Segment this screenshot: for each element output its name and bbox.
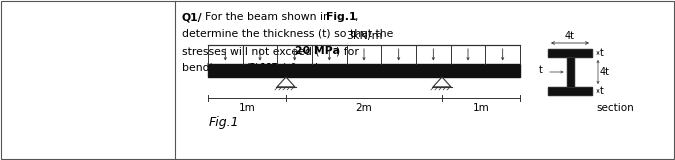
Text: 2m: 2m bbox=[356, 103, 373, 113]
Bar bbox=[208, 64, 520, 77]
Text: 2 MPa: 2 MPa bbox=[249, 63, 286, 73]
Text: 20 MPa: 20 MPa bbox=[295, 46, 340, 56]
Bar bbox=[548, 87, 592, 95]
Text: t: t bbox=[600, 86, 604, 96]
Text: ) for shear.: ) for shear. bbox=[283, 63, 342, 73]
Text: stresses will not exceed (: stresses will not exceed ( bbox=[182, 46, 319, 56]
Text: Fig.1: Fig.1 bbox=[209, 116, 240, 129]
Text: 1m: 1m bbox=[472, 103, 489, 113]
Text: Q1/: Q1/ bbox=[182, 12, 202, 22]
Text: 4t: 4t bbox=[600, 67, 610, 77]
Text: ) for: ) for bbox=[336, 46, 359, 56]
Text: 4t: 4t bbox=[565, 31, 575, 41]
Bar bbox=[566, 57, 574, 87]
Text: bending and (: bending and ( bbox=[182, 63, 258, 73]
Text: Fig.1: Fig.1 bbox=[326, 12, 356, 22]
Bar bbox=[548, 49, 592, 57]
Text: determine the thickness (t) so that the: determine the thickness (t) so that the bbox=[182, 29, 394, 39]
Text: For the beam shown in: For the beam shown in bbox=[205, 12, 333, 22]
Text: ,: , bbox=[354, 12, 358, 22]
Text: t: t bbox=[600, 48, 604, 58]
Bar bbox=[548, 49, 592, 57]
Bar bbox=[548, 87, 592, 95]
Bar bbox=[566, 57, 574, 87]
Text: 1m: 1m bbox=[239, 103, 255, 113]
Text: section: section bbox=[596, 103, 634, 113]
Text: 3kN/m: 3kN/m bbox=[346, 31, 382, 41]
Text: t: t bbox=[539, 65, 543, 75]
